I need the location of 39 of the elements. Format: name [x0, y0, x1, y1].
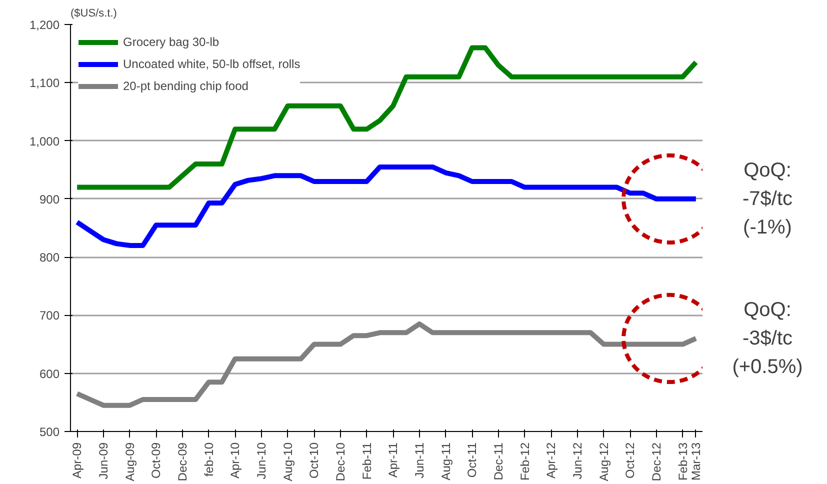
y-tick-label: 1,200 — [29, 18, 60, 32]
x-tick-label: Jun-12 — [570, 442, 584, 480]
y-axis-title: ($US/s.t.) — [70, 8, 117, 20]
x-tick-label: Mar-13 — [688, 442, 703, 481]
x-tick-label: Jun-10 — [254, 442, 268, 480]
y-tick-label: 700 — [39, 308, 60, 323]
x-tick-label: Aug-10 — [280, 442, 295, 482]
x-tick-label: Apr-11 — [386, 442, 400, 478]
x-tick-label: feb-10 — [202, 442, 216, 477]
legend-label: Grocery bag 30-lb — [123, 35, 220, 49]
x-tick-label: Feb-11 — [360, 442, 374, 480]
legend-label: 20-pt bending chip food — [123, 79, 248, 93]
y-tick-label: 800 — [39, 250, 60, 265]
text: QoQ: -3$/tc (+0.5%) — [732, 298, 803, 378]
y-tick-label: 1,000 — [29, 134, 60, 148]
x-tick-label: Oct-11 — [465, 442, 480, 478]
y-tick-label: 600 — [39, 366, 60, 381]
x-tick-label: Dec-12 — [649, 442, 664, 482]
x-tick-label: Jun-11 — [412, 442, 426, 478]
x-tick-label: Aug-12 — [596, 442, 611, 482]
text: QoQ: -7$/tc (-1%) — [742, 159, 793, 239]
x-tick-label: Dec-10 — [333, 442, 348, 482]
y-tick-label: 1,100 — [29, 76, 60, 90]
x-tick-label: Apr-10 — [228, 442, 242, 479]
y-tick-label: 900 — [39, 192, 60, 206]
x-tick-label: Apr-12 — [544, 442, 558, 479]
x-tick-label: Aug-09 — [122, 442, 137, 482]
x-tick-label: Aug-11 — [438, 442, 453, 480]
legend-label: Uncoated white, 50-lb offset, rolls — [123, 57, 300, 71]
x-tick-label: Dec-09 — [175, 442, 190, 482]
x-tick-label: Dec-11 — [491, 442, 506, 480]
x-tick-label: Feb-13 — [676, 442, 690, 481]
x-tick-label: Apr-09 — [70, 442, 84, 479]
y-tick-label: 500 — [39, 425, 60, 439]
x-tick-label: Oct-09 — [149, 442, 164, 479]
x-tick-label: Oct-12 — [623, 442, 638, 479]
x-tick-label: Oct-10 — [307, 442, 322, 479]
x-tick-label: Feb-12 — [518, 442, 532, 481]
x-tick-label: Jun-09 — [96, 442, 110, 480]
